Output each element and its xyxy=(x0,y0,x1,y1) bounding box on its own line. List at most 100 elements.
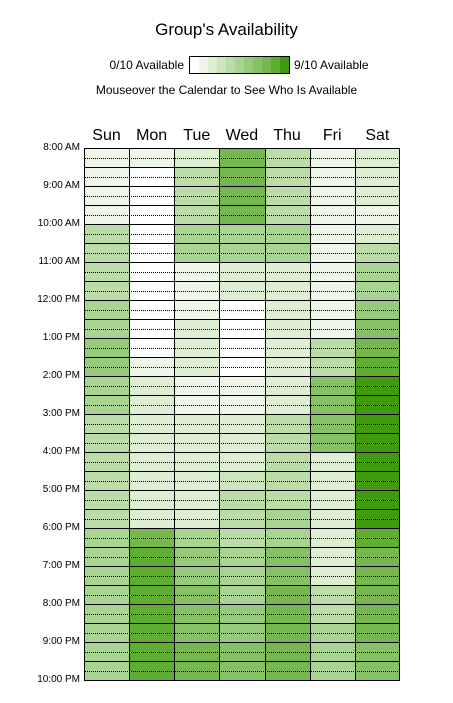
time-slot-sun-26[interactable] xyxy=(84,395,130,405)
time-slot-mon-52[interactable] xyxy=(129,642,175,652)
time-slot-sat-28[interactable] xyxy=(354,414,401,424)
time-slot-wed-40[interactable] xyxy=(219,528,266,538)
time-slot-wed-8[interactable] xyxy=(219,224,266,234)
time-slot-thu-25[interactable] xyxy=(264,385,311,396)
time-slot-fri-24[interactable] xyxy=(309,376,356,386)
time-slot-tue-41[interactable] xyxy=(174,537,220,548)
time-slot-thu-3[interactable] xyxy=(264,176,311,187)
time-slot-sun-45[interactable] xyxy=(84,575,130,586)
time-slot-thu-53[interactable] xyxy=(264,651,311,662)
time-slot-tue-44[interactable] xyxy=(174,566,220,576)
time-slot-sun-17[interactable] xyxy=(84,309,130,320)
time-slot-tue-7[interactable] xyxy=(174,214,220,225)
time-slot-wed-45[interactable] xyxy=(219,575,266,586)
time-slot-wed-17[interactable] xyxy=(219,309,266,320)
time-slot-sun-27[interactable] xyxy=(84,404,130,415)
time-slot-sun-41[interactable] xyxy=(84,537,130,548)
time-slot-thu-46[interactable] xyxy=(264,585,311,595)
time-slot-sat-36[interactable] xyxy=(354,490,401,500)
time-slot-mon-24[interactable] xyxy=(129,376,175,386)
time-slot-mon-14[interactable] xyxy=(129,281,175,291)
time-slot-wed-1[interactable] xyxy=(219,157,266,168)
time-slot-thu-35[interactable] xyxy=(264,480,311,491)
time-slot-sat-49[interactable] xyxy=(354,613,401,624)
time-slot-fri-38[interactable] xyxy=(309,509,356,519)
time-slot-sat-5[interactable] xyxy=(354,195,401,206)
time-slot-tue-25[interactable] xyxy=(174,385,220,396)
time-slot-mon-3[interactable] xyxy=(129,176,175,187)
time-slot-fri-14[interactable] xyxy=(309,281,356,291)
time-slot-sun-55[interactable] xyxy=(84,670,130,681)
time-slot-fri-53[interactable] xyxy=(309,651,356,662)
time-slot-sat-54[interactable] xyxy=(354,661,401,671)
time-slot-thu-52[interactable] xyxy=(264,642,311,652)
time-slot-sun-36[interactable] xyxy=(84,490,130,500)
time-slot-fri-37[interactable] xyxy=(309,499,356,510)
time-slot-sun-15[interactable] xyxy=(84,290,130,301)
time-slot-fri-1[interactable] xyxy=(309,157,356,168)
time-slot-thu-9[interactable] xyxy=(264,233,311,244)
time-slot-wed-10[interactable] xyxy=(219,243,266,253)
time-slot-sat-27[interactable] xyxy=(354,404,401,415)
time-slot-sat-37[interactable] xyxy=(354,499,401,510)
time-slot-sun-7[interactable] xyxy=(84,214,130,225)
time-slot-mon-9[interactable] xyxy=(129,233,175,244)
time-slot-sun-2[interactable] xyxy=(84,167,130,177)
time-slot-sat-22[interactable] xyxy=(354,357,401,367)
time-slot-thu-22[interactable] xyxy=(264,357,311,367)
time-slot-tue-21[interactable] xyxy=(174,347,220,358)
time-slot-sun-24[interactable] xyxy=(84,376,130,386)
time-slot-tue-5[interactable] xyxy=(174,195,220,206)
time-slot-mon-39[interactable] xyxy=(129,518,175,529)
time-slot-wed-3[interactable] xyxy=(219,176,266,187)
time-slot-thu-13[interactable] xyxy=(264,271,311,282)
time-slot-sat-39[interactable] xyxy=(354,518,401,529)
time-slot-thu-38[interactable] xyxy=(264,509,311,519)
time-slot-mon-8[interactable] xyxy=(129,224,175,234)
time-slot-wed-48[interactable] xyxy=(219,604,266,614)
time-slot-tue-33[interactable] xyxy=(174,461,220,472)
time-slot-sun-43[interactable] xyxy=(84,556,130,567)
time-slot-sat-11[interactable] xyxy=(354,252,401,263)
time-slot-mon-55[interactable] xyxy=(129,670,175,681)
time-slot-tue-14[interactable] xyxy=(174,281,220,291)
time-slot-sun-16[interactable] xyxy=(84,300,130,310)
time-slot-tue-29[interactable] xyxy=(174,423,220,434)
time-slot-thu-31[interactable] xyxy=(264,442,311,453)
time-slot-sun-51[interactable] xyxy=(84,632,130,643)
time-slot-thu-39[interactable] xyxy=(264,518,311,529)
time-slot-mon-2[interactable] xyxy=(129,167,175,177)
time-slot-tue-50[interactable] xyxy=(174,623,220,633)
time-slot-sat-47[interactable] xyxy=(354,594,401,605)
time-slot-sun-37[interactable] xyxy=(84,499,130,510)
time-slot-wed-30[interactable] xyxy=(219,433,266,443)
time-slot-thu-16[interactable] xyxy=(264,300,311,310)
time-slot-fri-44[interactable] xyxy=(309,566,356,576)
time-slot-wed-7[interactable] xyxy=(219,214,266,225)
time-slot-mon-45[interactable] xyxy=(129,575,175,586)
time-slot-wed-24[interactable] xyxy=(219,376,266,386)
time-slot-fri-49[interactable] xyxy=(309,613,356,624)
time-slot-sun-44[interactable] xyxy=(84,566,130,576)
time-slot-mon-26[interactable] xyxy=(129,395,175,405)
time-slot-thu-0[interactable] xyxy=(264,148,311,158)
time-slot-thu-45[interactable] xyxy=(264,575,311,586)
time-slot-wed-25[interactable] xyxy=(219,385,266,396)
time-slot-sun-19[interactable] xyxy=(84,328,130,339)
time-slot-wed-18[interactable] xyxy=(219,319,266,329)
time-slot-fri-36[interactable] xyxy=(309,490,356,500)
time-slot-fri-12[interactable] xyxy=(309,262,356,272)
time-slot-tue-10[interactable] xyxy=(174,243,220,253)
time-slot-fri-32[interactable] xyxy=(309,452,356,462)
time-slot-fri-55[interactable] xyxy=(309,670,356,681)
time-slot-fri-28[interactable] xyxy=(309,414,356,424)
time-slot-tue-24[interactable] xyxy=(174,376,220,386)
time-slot-wed-16[interactable] xyxy=(219,300,266,310)
time-slot-sun-25[interactable] xyxy=(84,385,130,396)
time-slot-fri-2[interactable] xyxy=(309,167,356,177)
time-slot-mon-6[interactable] xyxy=(129,205,175,215)
time-slot-tue-47[interactable] xyxy=(174,594,220,605)
time-slot-mon-29[interactable] xyxy=(129,423,175,434)
time-slot-tue-27[interactable] xyxy=(174,404,220,415)
time-slot-sun-0[interactable] xyxy=(84,148,130,158)
